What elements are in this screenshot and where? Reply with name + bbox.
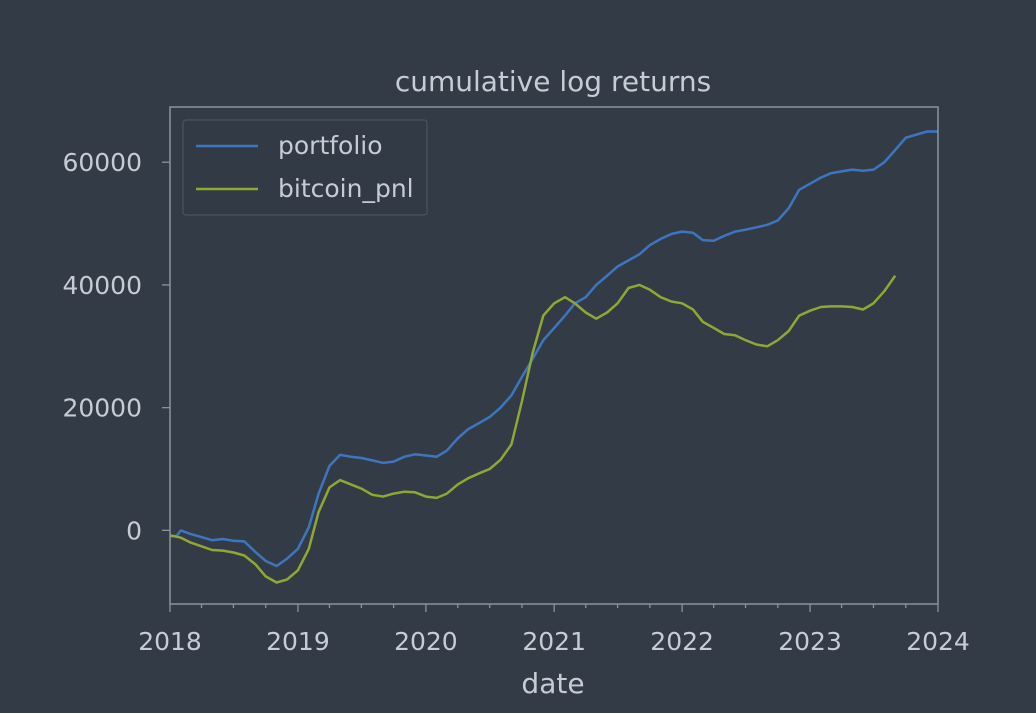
x-axis-label: date <box>521 667 584 700</box>
tick-layer: 2018 2019 2020 2021 2022 2023 2024 0 20000 40000 6… <box>62 148 969 656</box>
series-layer <box>169 130 938 584</box>
y-tick-label: 40000 <box>62 271 142 300</box>
x-tick-label: 2023 <box>778 627 842 656</box>
series-line-bitcoin-pnl <box>169 274 897 584</box>
x-tick-label: 2024 <box>906 627 970 656</box>
series-line-portfolio <box>169 130 938 568</box>
legend-bitcoin-pnl-label: bitcoin_pnl <box>278 174 414 203</box>
plot-area-frame <box>169 106 939 605</box>
y-tick-label: 60000 <box>62 148 142 177</box>
legend-portfolio-label: portfolio <box>278 131 383 160</box>
x-tick-label: 2019 <box>266 627 330 656</box>
legend-box <box>182 119 428 216</box>
x-tick-label: 2022 <box>650 627 714 656</box>
y-tick-label: 0 <box>126 516 142 545</box>
y-tick-label: 20000 <box>62 394 142 423</box>
x-tick-label: 2021 <box>522 627 586 656</box>
x-tick-label: 2018 <box>138 627 202 656</box>
legend: portfolio bitcoin_pnl <box>182 119 428 216</box>
x-tick-label: 2020 <box>394 627 458 656</box>
chart-title: cumulative log returns <box>395 65 711 98</box>
